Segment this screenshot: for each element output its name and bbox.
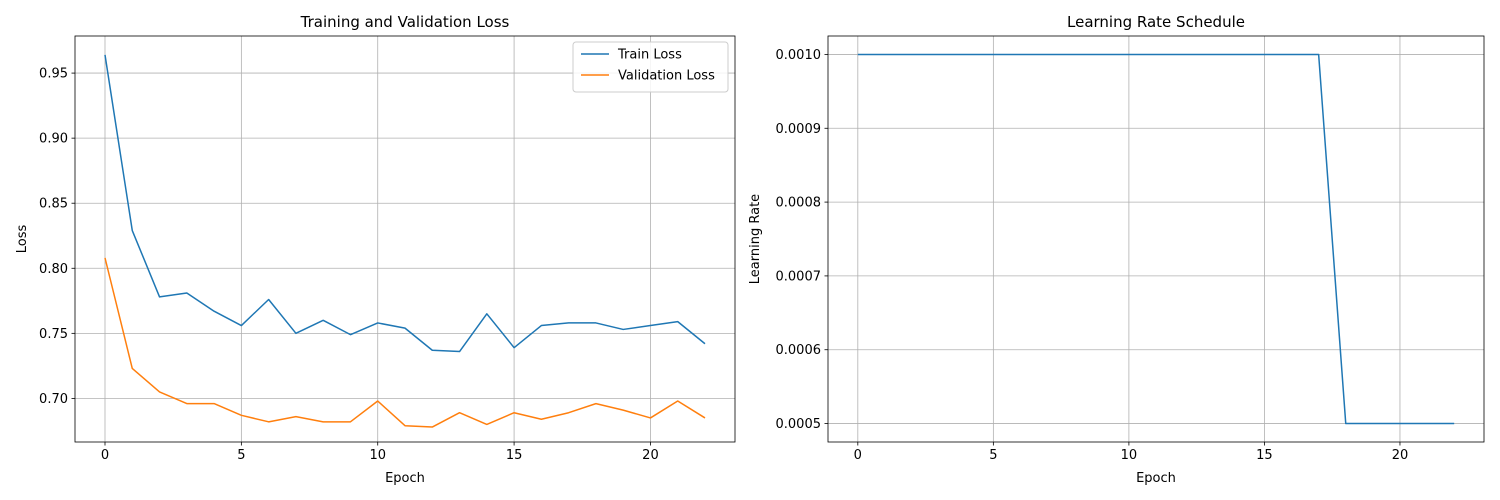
lr-y-tick-label: 0.0009 — [776, 122, 822, 137]
lr-series-0-line — [857, 53, 1455, 425]
lr-x-tick-label: 15 — [1256, 448, 1273, 463]
loss-y-tick-label: 0.85 — [39, 197, 68, 212]
lr-y-axis-label: Learning Rate — [748, 194, 763, 284]
lr-axes-frame — [827, 35, 1485, 443]
lr-y-tick-label: 0.0007 — [776, 269, 822, 284]
lr-x-axis-label: Epoch — [1136, 471, 1176, 486]
loss-x-tick-label: 0 — [101, 448, 109, 463]
loss-chart: 0 5 10 15 20 0.70 0.75 0.80 0.85 0.90 0.95 Training… — [15, 13, 736, 486]
loss-y-tick-label: 0.95 — [39, 67, 68, 82]
loss-y-axis-label: Loss — [15, 225, 30, 254]
loss-y-tick-label: 0.90 — [39, 132, 68, 147]
lr-x-tick-label: 20 — [1392, 448, 1409, 463]
legend-label-train-loss: Train Loss — [617, 48, 682, 63]
legend-box — [572, 41, 729, 93]
loss-chart-title: Training and Validation Loss — [300, 13, 510, 31]
loss-y-tick-label: 0.75 — [39, 327, 68, 342]
loss-train-loss-line — [104, 54, 706, 353]
lr-x-tick-label: 0 — [854, 448, 862, 463]
lr-chart-title: Learning Rate Schedule — [1067, 13, 1245, 31]
loss-validation-loss-line — [104, 257, 706, 428]
lr-x-tick-label: 5 — [989, 448, 997, 463]
lr-y-tick-label: 0.0010 — [776, 48, 822, 63]
loss-x-tick-label: 15 — [506, 448, 523, 463]
learning-rate-chart: 0 5 10 15 20 0.0005 0.0006 0.0007 0.0008 0.0009 0.… — [748, 13, 1485, 486]
loss-legend: Train Loss Validation Loss — [572, 41, 729, 93]
lr-x-tick-label: 10 — [1121, 448, 1138, 463]
loss-x-axis-label: Epoch — [385, 471, 425, 486]
loss-x-tick-label: 5 — [237, 448, 245, 463]
loss-y-tick-label: 0.80 — [39, 262, 68, 277]
loss-y-tick-label: 0.70 — [39, 392, 68, 407]
lr-y-tick-label: 0.0008 — [776, 196, 822, 211]
loss-x-tick-label: 20 — [642, 448, 659, 463]
loss-axes-frame — [74, 35, 736, 443]
lr-y-tick-label: 0.0006 — [776, 343, 822, 358]
legend-label-validation-loss: Validation Loss — [618, 69, 715, 84]
loss-x-tick-label: 10 — [369, 448, 386, 463]
lr-y-tick-label: 0.0005 — [776, 417, 822, 432]
